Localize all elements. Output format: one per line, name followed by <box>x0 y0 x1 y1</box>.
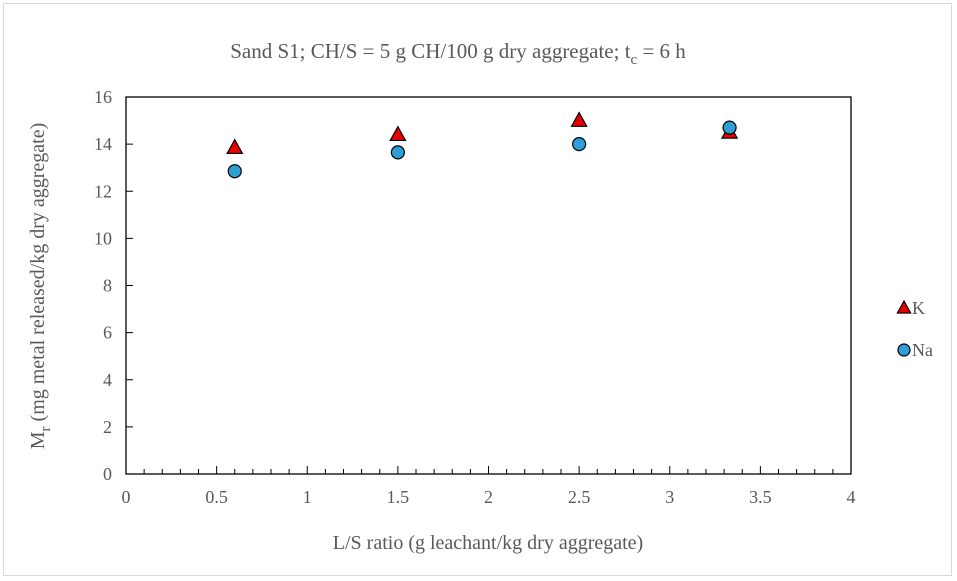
legend: K Na <box>896 298 933 360</box>
x-tick-label: 3 <box>665 487 674 507</box>
y-axis-title-subscript: r <box>38 426 54 431</box>
y-axis-ticks: 0 2 4 6 8 10 12 14 16 <box>94 87 133 484</box>
x-tick-label: 0.5 <box>205 487 228 507</box>
legend-marker-na <box>897 343 911 357</box>
data-point-na <box>390 145 405 160</box>
chart-title: Sand S1; CH/S = 5 g CH/100 g dry aggrega… <box>230 39 686 68</box>
data-point-na <box>227 164 242 179</box>
y-axis-title-main: M <box>27 431 49 449</box>
x-tick-label: 0 <box>122 487 131 507</box>
chart-title-tail: = 6 h <box>637 39 686 63</box>
data-point-na <box>722 120 737 135</box>
data-point-k <box>389 125 407 142</box>
y-axis-title: Mr (mg metal released/kg dry aggregate) <box>27 123 54 450</box>
y-tick-label: 14 <box>94 134 112 154</box>
x-axis-ticks: 0 0.5 1 1.5 2 2.5 3 3.5 4 <box>122 466 856 507</box>
chart-title-subscript: c <box>631 52 638 68</box>
y-tick-label: 0 <box>103 464 112 484</box>
legend-label-k: K <box>912 298 925 318</box>
x-tick-label: 1 <box>303 487 312 507</box>
y-tick-label: 12 <box>94 181 112 201</box>
data-point-k <box>226 138 244 155</box>
x-axis-title: L/S ratio (g leachant/kg dry aggregate) <box>333 532 643 554</box>
y-tick-label: 6 <box>103 323 112 343</box>
x-tick-label: 2.5 <box>568 487 591 507</box>
data-markers <box>226 111 739 179</box>
x-tick-label: 1.5 <box>387 487 410 507</box>
y-axis-title-tail: (mg metal released/kg dry aggregate) <box>27 123 49 427</box>
x-tick-label: 2 <box>484 487 493 507</box>
y-tick-label: 8 <box>103 276 112 296</box>
data-point-k <box>570 111 588 127</box>
legend-label-na: Na <box>912 340 933 360</box>
y-tick-label: 4 <box>103 370 112 390</box>
x-tick-label: 3.5 <box>749 487 772 507</box>
legend-marker-k <box>896 299 912 314</box>
chart-frame <box>3 3 952 576</box>
y-tick-label: 2 <box>103 417 112 437</box>
x-tick-label: 4 <box>847 487 856 507</box>
y-tick-label: 16 <box>94 87 112 107</box>
chart-title-main: Sand S1; CH/S = 5 g CH/100 g dry aggrega… <box>230 39 630 63</box>
y-tick-label: 10 <box>94 228 112 248</box>
data-point-na <box>572 137 587 152</box>
